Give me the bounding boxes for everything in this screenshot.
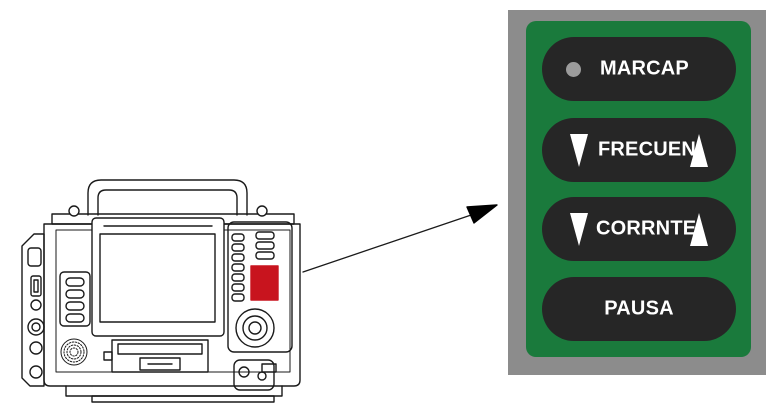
up-arrow-icon (690, 134, 708, 167)
device-feet (65, 385, 283, 403)
callout-arrowhead (466, 204, 498, 224)
energy-selector-knob (235, 308, 275, 348)
pausa-button[interactable]: PAUSA (542, 277, 736, 341)
left-side-panel (21, 233, 45, 387)
frecuen-button[interactable]: FRECUEN (542, 118, 736, 182)
corrnte-button-label: CORRNTE (596, 217, 697, 240)
speaker-grille (60, 338, 88, 366)
mount-tab (68, 205, 80, 217)
pacing-control-panel: MARCAP FRECUEN CORRNTE PAUSA (508, 10, 766, 375)
left-button-column (59, 271, 91, 327)
callout-arrow-line (302, 211, 481, 273)
down-arrow-icon (570, 134, 588, 167)
pacing-controls-highlight (250, 265, 279, 301)
indicator-light (103, 351, 113, 361)
display-screen (91, 217, 225, 337)
marcap-button-label: MARCAP (600, 57, 689, 80)
mount-tab (256, 205, 268, 217)
indicator-led-icon (566, 62, 581, 77)
pausa-button-label: PAUSA (604, 297, 674, 320)
handle (87, 179, 248, 216)
right-control-column (227, 221, 293, 353)
corrnte-button[interactable]: CORRNTE (542, 197, 736, 261)
frecuen-button-label: FRECUEN (598, 138, 697, 161)
therapy-connector (233, 359, 277, 391)
marcap-button[interactable]: MARCAP (542, 37, 736, 101)
up-arrow-icon (690, 213, 708, 246)
down-arrow-icon (570, 213, 588, 246)
pacing-panel-face: MARCAP FRECUEN CORRNTE PAUSA (526, 21, 751, 357)
printer (111, 339, 209, 373)
